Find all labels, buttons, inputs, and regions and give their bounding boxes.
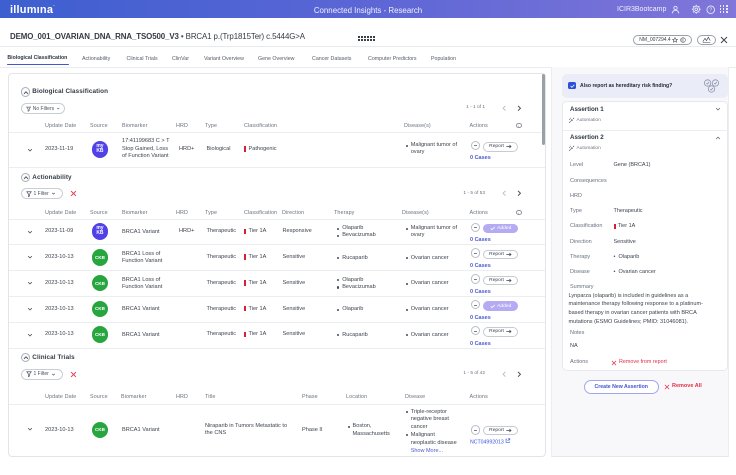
svg-text:?: ? [709,7,712,13]
